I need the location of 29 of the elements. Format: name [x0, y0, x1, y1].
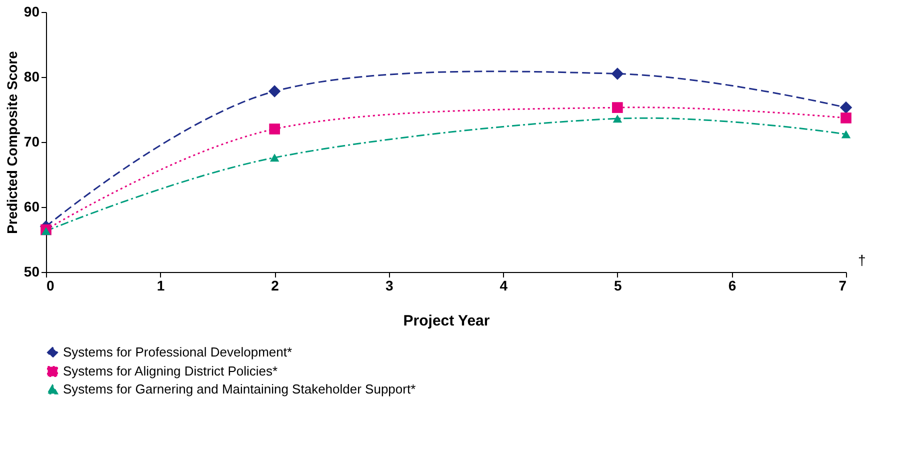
- point: [612, 114, 622, 123]
- point: [841, 130, 851, 138]
- x-tick-label: 3: [385, 278, 394, 294]
- point: [611, 68, 624, 80]
- x-tick-label: 1: [156, 278, 165, 294]
- x-tick-label: 5: [614, 278, 622, 294]
- x-tick-label: 2: [271, 278, 280, 294]
- point: [268, 85, 281, 98]
- legend-label: Systems for Aligning District Policies*: [63, 364, 278, 378]
- y-tick-label: 50: [24, 264, 40, 280]
- x-tick-label: 6: [728, 278, 736, 294]
- x-axis-title: Project Year: [403, 312, 490, 330]
- legend-label: Systems for Garnering and Maintaining Stakeholder Support*: [63, 382, 416, 396]
- point: [41, 227, 51, 236]
- point: [840, 112, 852, 124]
- point: [840, 101, 852, 114]
- y-axis-title: Predicted Composite Score: [4, 50, 20, 234]
- text: †: [858, 252, 866, 268]
- x-tick-label: 4: [500, 278, 508, 294]
- y-tick-label: 70: [24, 134, 40, 150]
- y-tick-label: 90: [24, 4, 40, 20]
- y-tick-label: 60: [24, 198, 40, 214]
- y-tick-label: 80: [24, 68, 40, 84]
- point: [612, 102, 623, 113]
- point: [269, 124, 280, 134]
- x-tick-label: 0: [46, 278, 54, 294]
- point: [270, 154, 280, 162]
- x-tick-label: 7: [838, 278, 847, 294]
- legend-label: Systems for Professional Development*: [63, 344, 292, 360]
